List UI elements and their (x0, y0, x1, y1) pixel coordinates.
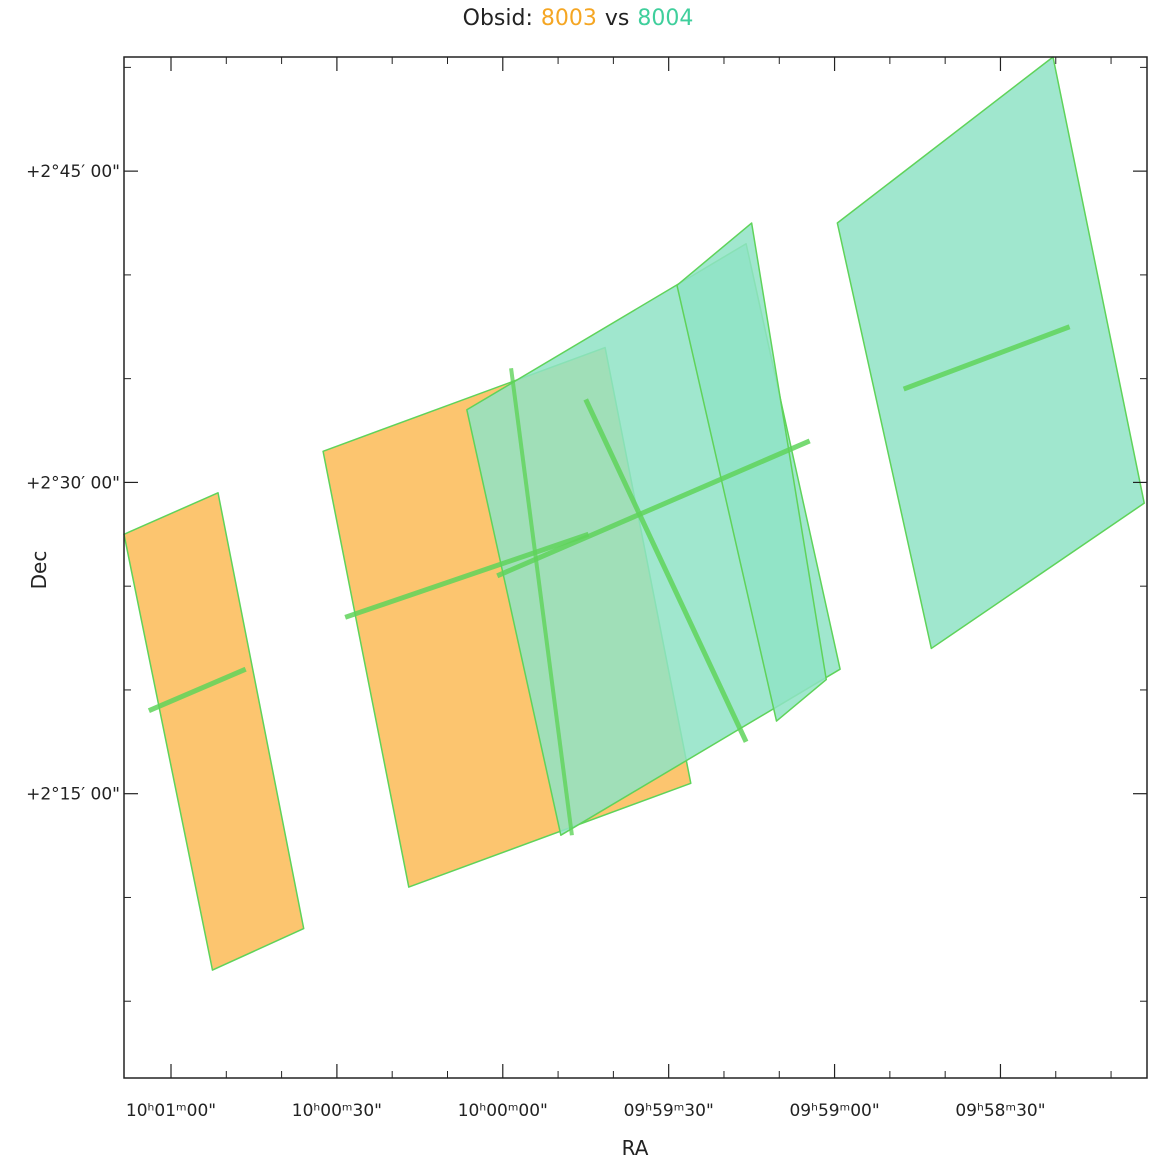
footprint-layer (123, 56, 1145, 971)
y-tick-label: +2°15′ 00" (26, 785, 120, 805)
x-tick-label: 09ʰ58ᵐ30" (955, 1101, 1045, 1121)
x-tick-label: 10ʰ00ᵐ30" (292, 1101, 382, 1121)
footprint-8003-field-1 (123, 492, 305, 971)
footprint-8004-field-3 (836, 56, 1145, 650)
tick-layer: 10ʰ01ᵐ00" 10ʰ00ᵐ30" 10ʰ00ᵐ00" 09ʰ59ᵐ30" 09ʰ5… (26, 57, 1147, 1121)
y-axis-label: Dec (27, 551, 51, 590)
title-separator: vs (604, 6, 630, 31)
chip-gap-8003-field-1 (147, 666, 247, 713)
chip-gap-8003-field-2 (344, 531, 590, 620)
x-axis-label: RA (622, 1136, 649, 1160)
chip-gap-8003-cross-1 (509, 368, 574, 836)
chip-gap-8004-field-3 (902, 324, 1071, 392)
plot-frame (123, 56, 1148, 1079)
x-tick-label: 10ʰ00ᵐ00" (458, 1101, 548, 1121)
footprint-8004-field-2 (676, 222, 828, 722)
y-tick-label: +2°30′ 00" (26, 473, 120, 493)
title-prefix: Obsid: (462, 6, 533, 31)
y-tick-label: +2°45′ 00" (26, 162, 120, 182)
chart-title: Obsid: 8003 vs 8004 (0, 6, 1156, 31)
title-obsid-8004: 8004 (637, 6, 694, 31)
x-tick-label: 09ʰ59ᵐ00" (789, 1101, 879, 1121)
chip-gap-8004-field-1 (496, 438, 811, 579)
x-tick-label: 10ʰ01ᵐ00" (126, 1101, 216, 1121)
chip-gap-8004-field-2 (583, 398, 749, 743)
x-tick-label: 09ʰ59ᵐ30" (624, 1101, 714, 1121)
title-obsid-8003: 8003 (540, 6, 597, 31)
